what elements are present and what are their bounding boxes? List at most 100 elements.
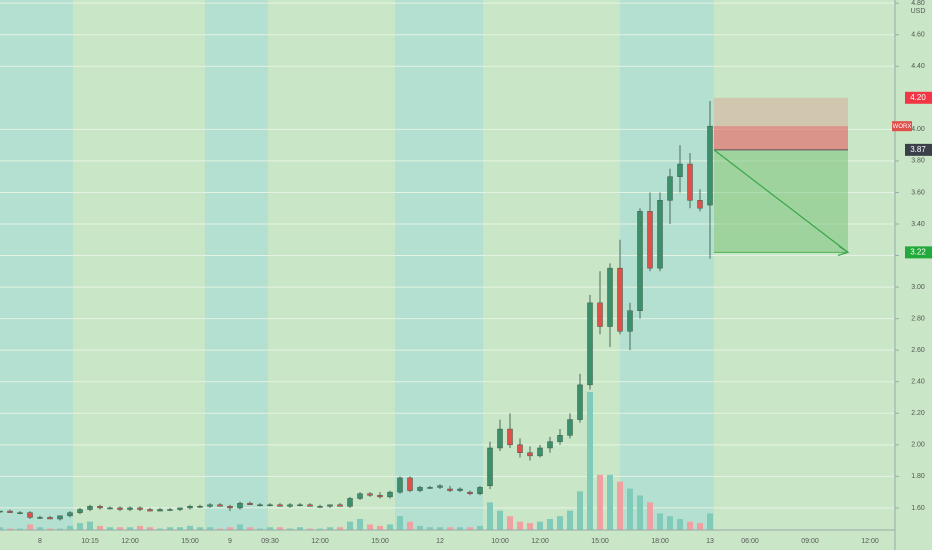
- volume-bar: [427, 527, 433, 530]
- volume-bar: [507, 516, 513, 530]
- position-tool: [713, 97, 850, 256]
- volume-bar: [627, 488, 633, 530]
- volume-bar: [237, 524, 243, 530]
- volume-bar: [587, 391, 593, 530]
- y-tick-label: 4.80: [911, 0, 925, 7]
- volume-bar: [537, 521, 543, 530]
- candle-body: [397, 477, 403, 493]
- candle-body: [207, 504, 213, 507]
- volume-bar: [287, 528, 293, 530]
- candle-body: [597, 302, 603, 327]
- candle-body: [337, 504, 343, 507]
- candle-body: [257, 504, 263, 507]
- candle-body: [197, 506, 203, 508]
- x-tick-label: 15:00: [371, 538, 389, 545]
- volume-bar: [567, 510, 573, 530]
- candle-body: [267, 504, 273, 507]
- candle-body: [407, 477, 413, 491]
- candle-body: [97, 506, 103, 509]
- target-price-tag: 3.22: [910, 247, 926, 256]
- volume-bar: [207, 527, 213, 530]
- volume-bar: [167, 527, 173, 530]
- candle-body: [287, 504, 293, 507]
- volume-bar: [557, 516, 563, 530]
- volume-bar: [117, 527, 123, 530]
- y-tick-label: 1.80: [911, 473, 925, 480]
- trade-arrow: [713, 149, 849, 253]
- x-tick-label: 12:00: [121, 538, 139, 545]
- candle-body: [327, 504, 333, 507]
- x-tick-label: 06:00: [741, 538, 759, 545]
- candle-body: [237, 502, 243, 509]
- volume-bar: [157, 528, 163, 530]
- volume-bar: [337, 527, 343, 530]
- target-price-tag-bg: [905, 246, 932, 259]
- volume-bar: [0, 527, 3, 530]
- session-band: [205, 0, 268, 530]
- volume-bar: [497, 510, 503, 530]
- y-tick-label: 4.00: [911, 126, 925, 133]
- candle-body: [177, 507, 183, 510]
- volume-bar: [607, 474, 613, 530]
- volume-bar: [447, 527, 453, 530]
- candle-body: [217, 504, 223, 507]
- candle-body: [577, 384, 583, 420]
- stop-zone: [714, 97, 848, 150]
- x-tick-label: 13: [706, 538, 714, 545]
- candle-body: [67, 512, 73, 517]
- candle-body: [437, 485, 443, 488]
- candle-body: [557, 435, 563, 442]
- volume-bar: [667, 516, 673, 530]
- candle-body: [487, 447, 493, 487]
- y-tick-label: 3.60: [911, 189, 925, 196]
- volume-bar: [577, 491, 583, 530]
- open-loss-zone: [714, 126, 848, 150]
- stop-price-tag: 4.20: [910, 93, 926, 102]
- volume-bar: [617, 481, 623, 530]
- candle-body: [117, 507, 123, 510]
- volume-bar: [707, 513, 713, 530]
- volume-bar: [637, 495, 643, 530]
- candle-body: [527, 452, 533, 457]
- x-tick-label: 12:00: [861, 538, 879, 545]
- y-tick-label: 4.40: [911, 63, 925, 70]
- stop-price-tag-bg: [905, 91, 932, 104]
- y-tick-label: 2.80: [911, 315, 925, 322]
- axes: 1.601.802.002.202.402.602.803.003.203.40…: [38, 0, 932, 545]
- y-tick-label: 3.40: [911, 221, 925, 228]
- symbol-tag-bg: [892, 121, 912, 132]
- candle-body: [387, 491, 393, 498]
- x-tick-label: 12:00: [531, 538, 549, 545]
- volume-bar: [317, 528, 323, 530]
- candle-body: [157, 509, 163, 512]
- volume-bar: [7, 528, 13, 530]
- volume-bar: [477, 525, 483, 530]
- y-tick-label: 2.20: [911, 410, 925, 417]
- volume-bar: [647, 502, 653, 530]
- volume-bar: [697, 523, 703, 530]
- volume-bar: [487, 502, 493, 530]
- candle-body: [277, 504, 283, 507]
- volume-bar: [177, 527, 183, 530]
- volume-bar: [277, 527, 283, 530]
- entry-price-tag: 3.87: [910, 145, 926, 154]
- candle-body: [537, 447, 543, 457]
- volume-bar: [457, 527, 463, 530]
- candle-body: [567, 419, 573, 436]
- volume-bar: [137, 525, 143, 530]
- volume-bar: [267, 527, 273, 530]
- volume-bar: [657, 513, 663, 530]
- volume: [0, 391, 713, 530]
- candle-body: [247, 502, 253, 506]
- volume-bar: [17, 528, 23, 530]
- candle-body: [677, 163, 683, 177]
- candle-body: [167, 509, 173, 511]
- candle-body: [27, 512, 33, 518]
- x-tick-label: 09:00: [801, 538, 819, 545]
- candle-body: [147, 509, 153, 512]
- x-tick-label: 12:00: [311, 538, 329, 545]
- candle-body: [37, 517, 43, 519]
- volume-bar: [147, 527, 153, 530]
- candles: [0, 100, 713, 521]
